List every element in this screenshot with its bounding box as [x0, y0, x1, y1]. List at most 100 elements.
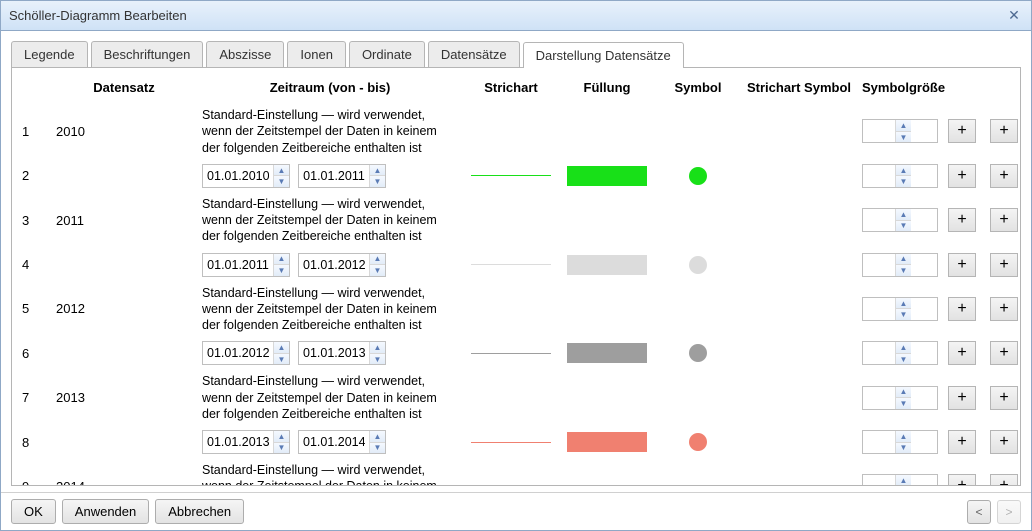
add-button[interactable]: +	[948, 474, 976, 485]
add-button[interactable]: +	[948, 341, 976, 365]
spin-down-icon[interactable]: ▼	[274, 442, 289, 454]
date-field[interactable]	[299, 165, 369, 187]
spin-up-icon[interactable]: ▲	[896, 298, 911, 309]
spin-down-icon[interactable]: ▼	[370, 175, 385, 187]
fill-preview[interactable]	[567, 166, 647, 186]
column-header-period: Zeitraum (von - bis)	[200, 76, 460, 103]
add-button[interactable]: +	[948, 430, 976, 454]
symbol-preview[interactable]	[689, 167, 707, 185]
spin-up-icon[interactable]: ▲	[370, 254, 385, 265]
tab-ordinate[interactable]: Ordinate	[349, 41, 425, 67]
spin-down-icon[interactable]: ▼	[274, 175, 289, 187]
spin-down-icon[interactable]: ▼	[896, 442, 911, 454]
add-button[interactable]: +	[990, 297, 1018, 321]
date-field[interactable]	[203, 165, 273, 187]
symbolsize-field[interactable]	[863, 254, 895, 276]
add-button[interactable]: +	[990, 253, 1018, 277]
spin-up-icon[interactable]: ▲	[896, 209, 911, 220]
spin-down-icon[interactable]: ▼	[896, 397, 911, 409]
apply-button[interactable]: Anwenden	[62, 499, 149, 524]
tab-beschriftungen[interactable]: Beschriftungen	[91, 41, 204, 67]
prev-page-button[interactable]: <	[967, 500, 991, 524]
period-cell: ▲ ▼ ▲ ▼	[200, 337, 460, 369]
spin-up-icon[interactable]: ▲	[896, 342, 911, 353]
scroll-area[interactable]: DatensatzZeitraum (von - bis)StrichartFü…	[12, 68, 1020, 485]
date-field[interactable]	[203, 342, 273, 364]
tab-legende[interactable]: Legende	[11, 41, 88, 67]
add-button[interactable]: +	[990, 430, 1018, 454]
add-button[interactable]: +	[948, 119, 976, 143]
spin-up-icon[interactable]: ▲	[274, 431, 289, 442]
symbolsize-field[interactable]	[863, 387, 895, 409]
fill-preview[interactable]	[567, 255, 647, 275]
spin-up-icon[interactable]: ▲	[896, 254, 911, 265]
spin-down-icon[interactable]: ▼	[274, 264, 289, 276]
spinner: ▲ ▼	[895, 475, 911, 485]
spin-down-icon[interactable]: ▼	[370, 264, 385, 276]
spin-up-icon[interactable]: ▲	[370, 431, 385, 442]
spin-up-icon[interactable]: ▲	[274, 342, 289, 353]
date-field[interactable]	[299, 342, 369, 364]
spin-up-icon[interactable]: ▲	[896, 120, 911, 131]
add-button[interactable]: +	[990, 164, 1018, 188]
spin-down-icon[interactable]: ▼	[896, 131, 911, 143]
add-button[interactable]: +	[948, 386, 976, 410]
symbolsize-field[interactable]	[863, 209, 895, 231]
close-icon[interactable]: ✕	[1005, 7, 1023, 25]
symbol-preview[interactable]	[689, 433, 707, 451]
spin-up-icon[interactable]: ▲	[896, 165, 911, 176]
add-button[interactable]: +	[948, 253, 976, 277]
spin-up-icon[interactable]: ▲	[896, 475, 911, 485]
date-range: ▲ ▼ ▲ ▼	[202, 430, 458, 454]
add-button[interactable]: +	[990, 341, 1018, 365]
ok-button[interactable]: OK	[11, 499, 56, 524]
tab-darstellung[interactable]: Darstellung Datensätze	[523, 42, 684, 68]
add-button[interactable]: +	[948, 208, 976, 232]
stroke-preview[interactable]	[471, 353, 551, 354]
fill-preview[interactable]	[567, 432, 647, 452]
add-button[interactable]: +	[990, 119, 1018, 143]
spinner: ▲ ▼	[369, 431, 385, 453]
stroke-preview[interactable]	[471, 175, 551, 176]
add-button[interactable]: +	[990, 386, 1018, 410]
symbolsize-field[interactable]	[863, 431, 895, 453]
add-button[interactable]: +	[990, 208, 1018, 232]
spin-up-icon[interactable]: ▲	[896, 431, 911, 442]
add-button[interactable]: +	[948, 164, 976, 188]
spin-down-icon[interactable]: ▼	[274, 353, 289, 365]
spin-up-icon[interactable]: ▲	[896, 387, 911, 398]
add-button[interactable]: +	[990, 474, 1018, 485]
column-header-stroke: Strichart	[466, 76, 556, 103]
stroke-preview[interactable]	[471, 264, 551, 265]
symbolsize-field[interactable]	[863, 475, 895, 485]
symbolsize-field[interactable]	[863, 165, 895, 187]
symbol-preview[interactable]	[689, 256, 707, 274]
date-field[interactable]	[299, 431, 369, 453]
spin-down-icon[interactable]: ▼	[896, 308, 911, 320]
tab-datensaetze[interactable]: Datensätze	[428, 41, 520, 67]
cancel-button[interactable]: Abbrechen	[155, 499, 244, 524]
stroke-preview[interactable]	[471, 442, 551, 443]
spin-up-icon[interactable]: ▲	[370, 342, 385, 353]
spin-down-icon[interactable]: ▼	[370, 353, 385, 365]
spin-down-icon[interactable]: ▼	[896, 175, 911, 187]
spin-down-icon[interactable]: ▼	[896, 220, 911, 232]
spin-down-icon[interactable]: ▼	[370, 442, 385, 454]
spin-up-icon[interactable]: ▲	[370, 165, 385, 176]
symbol-preview[interactable]	[689, 344, 707, 362]
fill-preview[interactable]	[567, 343, 647, 363]
spinner: ▲ ▼	[895, 254, 911, 276]
spin-down-icon[interactable]: ▼	[896, 353, 911, 365]
spin-down-icon[interactable]: ▼	[896, 264, 911, 276]
spin-up-icon[interactable]: ▲	[274, 254, 289, 265]
spin-up-icon[interactable]: ▲	[274, 165, 289, 176]
date-field[interactable]	[299, 254, 369, 276]
date-field[interactable]	[203, 431, 273, 453]
date-field[interactable]	[203, 254, 273, 276]
symbolsize-field[interactable]	[863, 342, 895, 364]
add-button[interactable]: +	[948, 297, 976, 321]
symbolsize-field[interactable]	[863, 120, 895, 142]
tab-ionen[interactable]: Ionen	[287, 41, 346, 67]
tab-abszisse[interactable]: Abszisse	[206, 41, 284, 67]
symbolsize-field[interactable]	[863, 298, 895, 320]
